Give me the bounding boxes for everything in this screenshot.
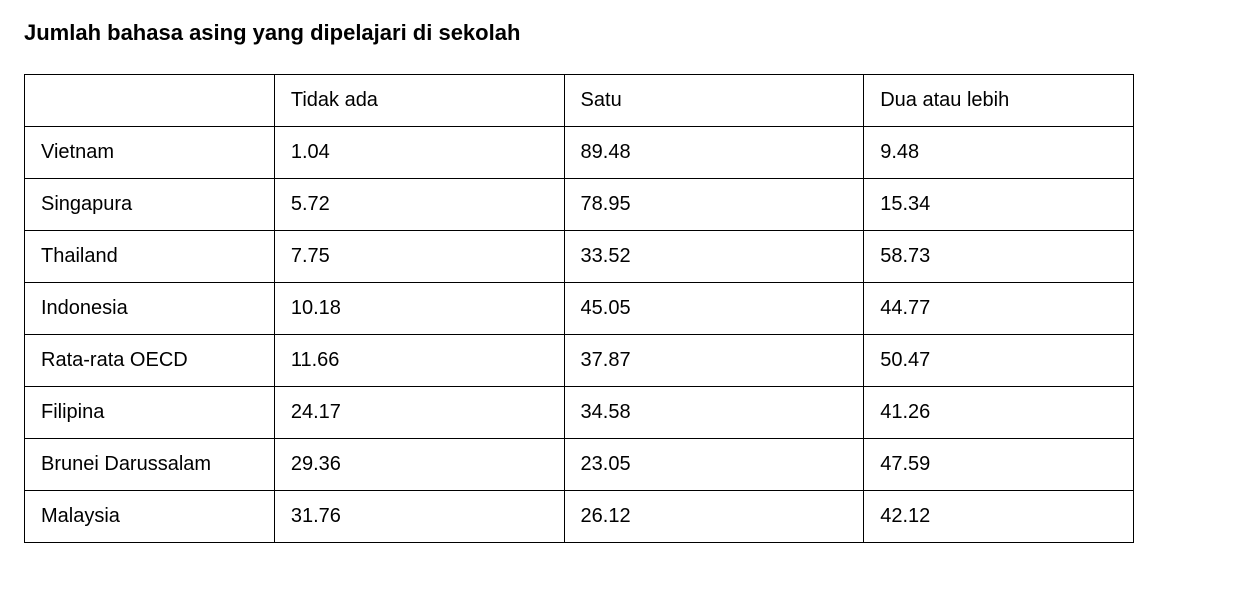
table-row: Filipina 24.17 34.58 41.26 <box>25 387 1134 439</box>
table-cell: 15.34 <box>864 179 1134 231</box>
table-cell: 24.17 <box>274 387 564 439</box>
table-cell: 7.75 <box>274 231 564 283</box>
table-cell: 29.36 <box>274 439 564 491</box>
data-table: Tidak ada Satu Dua atau lebih Vietnam 1.… <box>24 74 1134 543</box>
table-cell: Thailand <box>25 231 275 283</box>
table-cell: 23.05 <box>564 439 864 491</box>
table-cell: 33.52 <box>564 231 864 283</box>
table-header-cell: Tidak ada <box>274 75 564 127</box>
table-header-row: Tidak ada Satu Dua atau lebih <box>25 75 1134 127</box>
table-header-cell: Satu <box>564 75 864 127</box>
table-cell: 5.72 <box>274 179 564 231</box>
table-cell: Brunei Darussalam <box>25 439 275 491</box>
table-cell: 26.12 <box>564 491 864 543</box>
table-cell: 41.26 <box>864 387 1134 439</box>
table-cell: 10.18 <box>274 283 564 335</box>
page-title: Jumlah bahasa asing yang dipelajari di s… <box>24 20 1216 46</box>
table-row: Vietnam 1.04 89.48 9.48 <box>25 127 1134 179</box>
table-header-cell: Dua atau lebih <box>864 75 1134 127</box>
table-cell: Filipina <box>25 387 275 439</box>
table-cell: Malaysia <box>25 491 275 543</box>
table-cell: 37.87 <box>564 335 864 387</box>
table-header-cell <box>25 75 275 127</box>
table-cell: 31.76 <box>274 491 564 543</box>
table-row: Rata-rata OECD 11.66 37.87 50.47 <box>25 335 1134 387</box>
table-cell: Indonesia <box>25 283 275 335</box>
table-cell: 47.59 <box>864 439 1134 491</box>
table-cell: Vietnam <box>25 127 275 179</box>
table-row: Brunei Darussalam 29.36 23.05 47.59 <box>25 439 1134 491</box>
table-cell: 11.66 <box>274 335 564 387</box>
table-cell: Singapura <box>25 179 275 231</box>
table-cell: 42.12 <box>864 491 1134 543</box>
table-row: Thailand 7.75 33.52 58.73 <box>25 231 1134 283</box>
table-cell: 34.58 <box>564 387 864 439</box>
table-cell: 44.77 <box>864 283 1134 335</box>
table-cell: 78.95 <box>564 179 864 231</box>
table-cell: 45.05 <box>564 283 864 335</box>
table-cell: 58.73 <box>864 231 1134 283</box>
table-cell: 1.04 <box>274 127 564 179</box>
table-row: Singapura 5.72 78.95 15.34 <box>25 179 1134 231</box>
table-cell: 9.48 <box>864 127 1134 179</box>
table-cell: 50.47 <box>864 335 1134 387</box>
table-row: Malaysia 31.76 26.12 42.12 <box>25 491 1134 543</box>
table-cell: Rata-rata OECD <box>25 335 275 387</box>
table-cell: 89.48 <box>564 127 864 179</box>
table-row: Indonesia 10.18 45.05 44.77 <box>25 283 1134 335</box>
